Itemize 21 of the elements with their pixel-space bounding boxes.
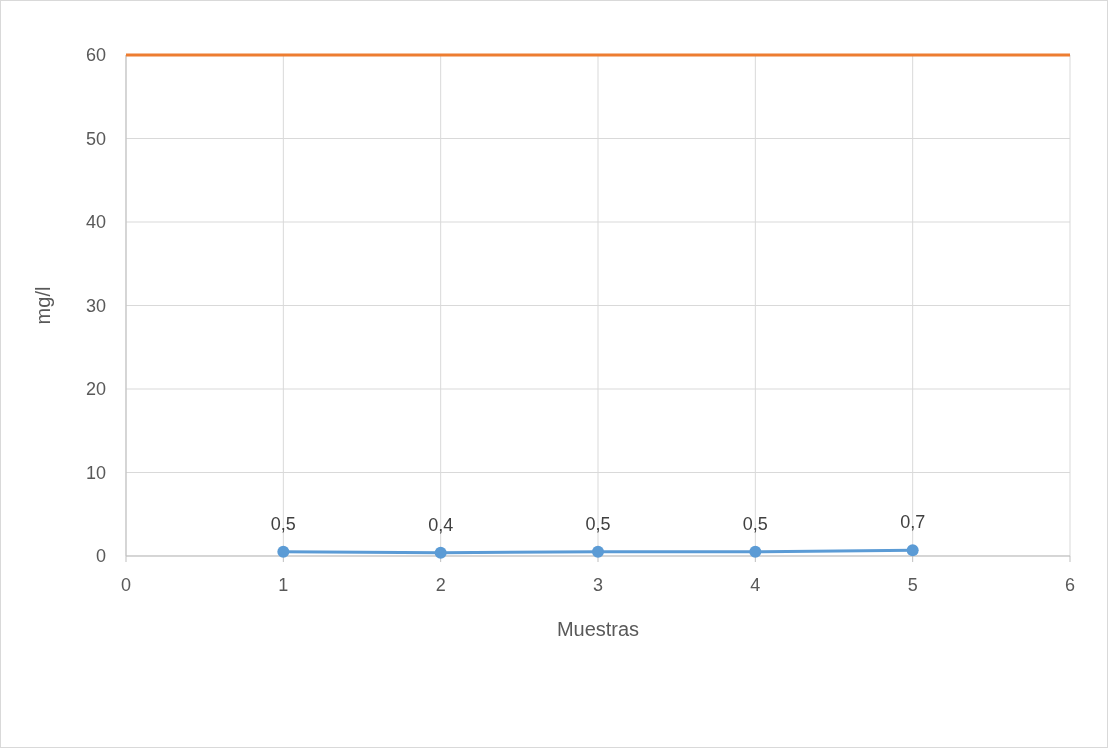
y-tick-label: 10 [85,462,106,483]
y-tick-label: 0 [95,546,106,567]
x-axis-title: Muestras [556,618,640,640]
y-tick-label: 30 [85,295,106,316]
x-tick-label: 1 [278,575,289,595]
y-tick-label: 40 [85,212,106,233]
data-label: 0,5 [270,513,296,534]
y-tick-label: 20 [85,379,106,400]
x-tick-label: 5 [907,575,918,595]
data-label: 0,7 [900,512,926,533]
data-label: 0,4 [428,514,454,535]
x-tick-label: 0 [120,575,132,595]
x-tick-label: 2 [435,575,446,595]
x-tick-label: 4 [750,575,761,595]
data-label: 0,5 [585,513,611,534]
data-label: 0,5 [742,513,768,534]
x-tick-label: 6 [1064,575,1076,595]
y-tick-label: 60 [85,45,106,66]
y-tick-label: 50 [85,128,106,149]
x-tick-label: 3 [592,575,604,595]
y-axis-title: mg/l [32,286,54,325]
